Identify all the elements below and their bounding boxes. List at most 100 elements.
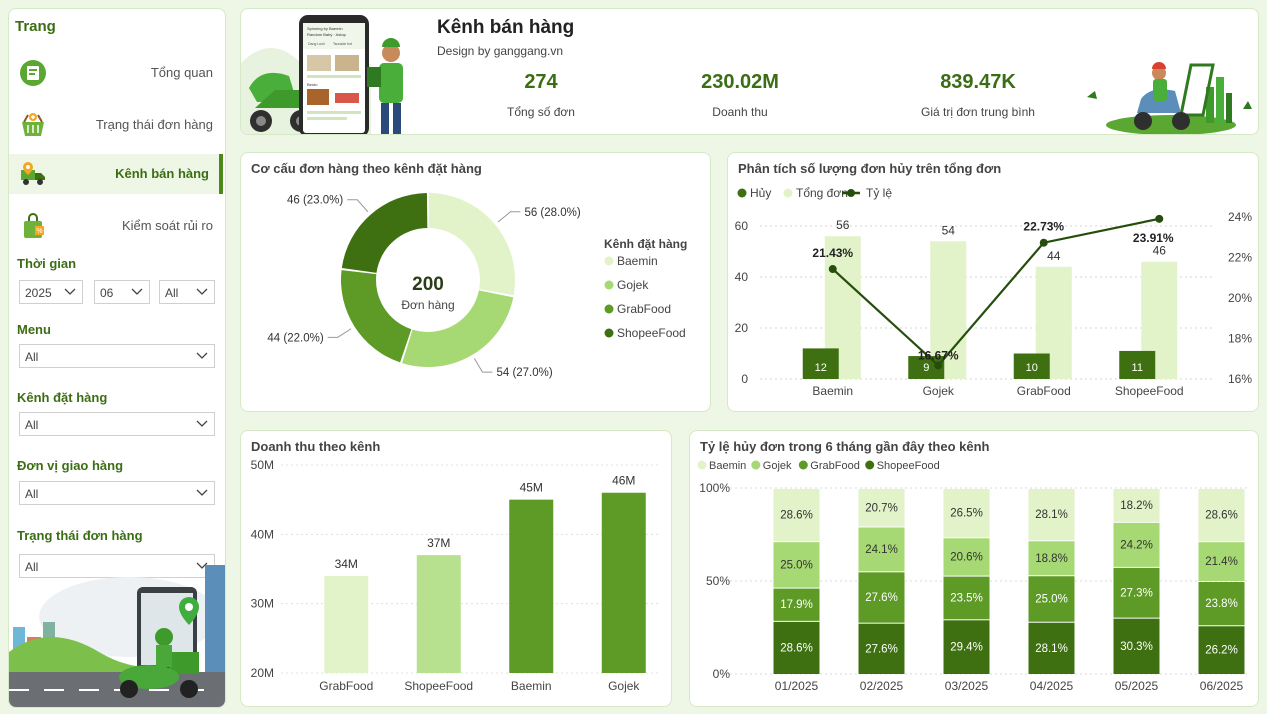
donut-slice-shopeefood (341, 193, 428, 273)
stack-segment-label: 18.8% (1035, 553, 1068, 565)
delivery-scooter-illustration (1087, 62, 1252, 134)
stack-segment-shopeefood (1198, 626, 1245, 674)
stack-segment-gojek (1028, 541, 1075, 576)
sidebar-item-label: Kênh bán hàng (115, 166, 209, 181)
menu-select[interactable]: All (19, 344, 215, 368)
year-select[interactable]: 2025 (19, 280, 83, 304)
combo-chart: Hủy Tổng đơn Tỷ lệ 0 20 40 60 16% 18% 20% 22% 24% 56… (735, 186, 1253, 398)
stack-segment-label: 28.6% (780, 510, 813, 522)
stack-y-tick: 0% (713, 667, 731, 681)
phone-section: Bento (307, 82, 318, 87)
sidebar-item-sales-channel[interactable]: Kênh bán hàng (9, 154, 223, 194)
stack-segment-shopeefood (943, 620, 990, 674)
stack-legend-marker (751, 460, 761, 470)
chevron-down-icon (131, 288, 143, 295)
stack-segment-label: 30.3% (1120, 641, 1153, 653)
svg-text:%: % (36, 228, 42, 235)
year-value: 2025 (25, 286, 52, 300)
stack-segment-label: 28.6% (780, 642, 813, 654)
header-panel: Spinning by Baemin Random Baby · Astop D… (240, 8, 1259, 135)
revenue-y-tick: 50M (251, 458, 274, 472)
stack-segment-label: 27.6% (865, 592, 898, 604)
stack-segment-label: 24.1% (865, 544, 898, 556)
combo-x-tick: GrabFood (1017, 384, 1071, 398)
sidebar-item-label: Tổng quan (150, 65, 213, 80)
stack-segment-label: 21.4% (1205, 556, 1238, 568)
stack-x-tick: 03/2025 (945, 679, 989, 693)
sidebar-item-order-status[interactable]: Trạng thái đơn hàng (9, 105, 223, 145)
stack-segment-grabfood (1028, 576, 1075, 622)
cancel-bar-label: 10 (1026, 362, 1038, 374)
month-select[interactable]: 06 (94, 280, 150, 304)
stack-segment-gojek (943, 538, 990, 576)
stack-segment-label: 28.6% (1205, 510, 1238, 522)
combo-x-tick: Gojek (923, 384, 955, 398)
revenue-bar (416, 555, 461, 673)
shopping-bag-icon: % (24, 213, 44, 238)
shipper-select[interactable]: All (19, 481, 215, 505)
stack-segment-label: 23.5% (950, 592, 983, 604)
revenue-x-tick: GrabFood (319, 679, 373, 693)
delivery-truck-icon (21, 162, 45, 185)
day-select[interactable]: All (159, 280, 215, 304)
stack-segment-grabfood (858, 572, 905, 623)
kpi-revenue-label: Doanh thu (712, 105, 768, 119)
revenue-bar (324, 575, 369, 673)
donut-chart: 200 Đơn hàng Kênh đặt hàng 56 (28.0%) 54 … (267, 193, 687, 379)
chevron-down-icon (196, 489, 208, 496)
donut-leader-line (327, 328, 352, 338)
revenue-chart-panel: Doanh thu theo kênh 20M 30M 40M 50M 34M GrabF… (240, 430, 672, 707)
combo-y2-tick: 20% (1228, 291, 1252, 305)
stack-legend-label: Baemin (709, 460, 746, 472)
month-value: 06 (100, 286, 114, 300)
status-filter-label: Trạng thái đơn hàng (17, 528, 143, 543)
combo-y-tick: 0 (741, 372, 748, 386)
revenue-bar-label: 37M (427, 536, 450, 550)
donut-center-value: 200 (412, 274, 444, 295)
donut-slice-grabfood (341, 270, 412, 363)
revenue-bar-label: 46M (612, 474, 635, 488)
kpi-total-orders-label: Tổng số đơn (507, 105, 575, 119)
rate-point (1155, 214, 1164, 223)
overview-icon (20, 60, 46, 86)
cancel-chart-title: Phân tích số lượng đơn hủy trên tổng đơn (738, 161, 1002, 176)
rate-point (934, 361, 943, 370)
channel-select[interactable]: All (19, 412, 215, 436)
chevron-down-icon (196, 420, 208, 427)
stack-legend-marker (798, 460, 808, 470)
stack-y-tick: 100% (699, 481, 730, 495)
kpi-revenue-value: 230.02M (701, 71, 779, 93)
donut-legend-label: Gojek (617, 278, 649, 292)
combo-legend-label: Hủy (750, 186, 771, 200)
total-bar-label: 44 (1047, 249, 1061, 263)
donut-legend-marker (604, 328, 614, 338)
donut-legend-label: ShopeeFood (617, 326, 686, 340)
stack-segment-shopeefood (1028, 622, 1075, 674)
stack-legend-label: Gojek (763, 460, 792, 472)
stack-segment-label: 25.0% (1035, 593, 1068, 605)
sidebar-item-overview[interactable]: Tổng quan (9, 53, 223, 93)
combo-legend-label: Tổng đơn (796, 186, 848, 200)
donut-data-label: 44 (22.0%) (267, 332, 323, 344)
sidebar-item-risk-control[interactable]: % Kiểm soát rủi ro (9, 206, 223, 246)
donut-data-label: 56 (28.0%) (524, 207, 580, 219)
donut-chart-title: Cơ cấu đơn hàng theo kênh đặt hàng (251, 161, 482, 176)
stack-segment-label: 28.1% (1035, 509, 1068, 521)
combo-legend-label: Tỷ lệ (866, 186, 892, 200)
donut-leader-line (497, 211, 521, 223)
stack-segment-label: 24.2% (1120, 539, 1153, 551)
stack-x-tick: 01/2025 (775, 679, 819, 693)
stack-segment-label: 29.4% (950, 642, 983, 654)
stack-segment-shopeefood (858, 623, 905, 674)
sidebar: Trang Tổng quan Trạng thái đơn hàng Kênh… (8, 8, 226, 708)
time-filter-label: Thời gian (17, 256, 77, 271)
combo-legend-marker (737, 188, 747, 198)
combo-x-tick: ShopeeFood (1115, 384, 1184, 398)
phone-line2: Random Baby · Astop (307, 32, 347, 37)
rate-label: 22.73% (1023, 220, 1064, 234)
stack-segment-label: 26.2% (1205, 645, 1238, 657)
stack-segment-grabfood (1113, 567, 1160, 618)
revenue-bar-label: 34M (335, 557, 358, 571)
donut-legend-marker (604, 256, 614, 266)
stack-segment-shopeefood (773, 621, 820, 674)
